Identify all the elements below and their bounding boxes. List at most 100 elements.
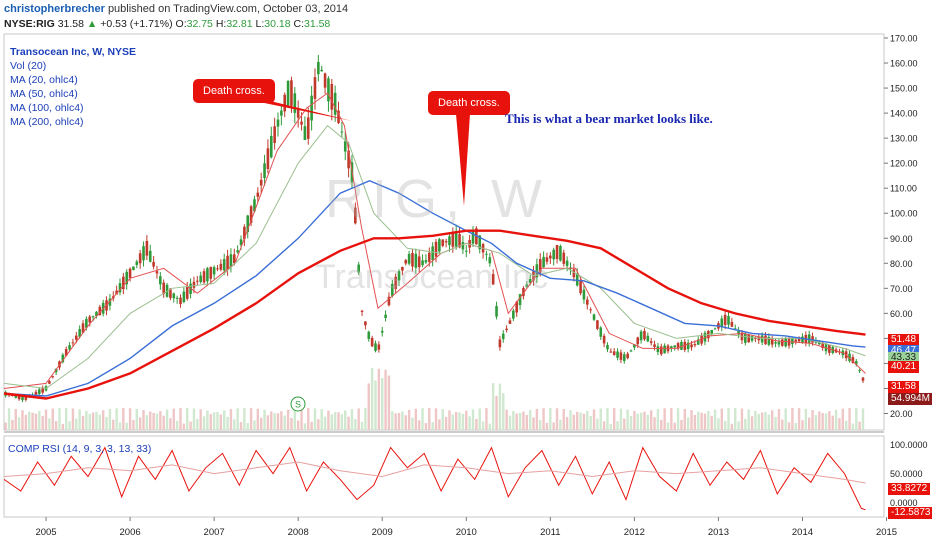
x-tick-label: 2010	[456, 527, 477, 538]
candle-body	[354, 207, 357, 224]
candle-body	[528, 279, 532, 283]
volume-bar	[411, 417, 414, 430]
split-marker-label: S	[295, 400, 301, 410]
volume-bar	[34, 413, 38, 430]
volume-bar	[256, 408, 260, 430]
open-label: O:	[175, 18, 187, 30]
volume-bar	[401, 411, 404, 430]
volume-bar	[233, 419, 236, 430]
legend-ma100[interactable]: MA (100, ohlc4)	[10, 102, 84, 114]
candle-body	[582, 289, 586, 300]
volume-bar	[394, 413, 397, 430]
candle-body	[310, 95, 313, 121]
candle-body	[495, 306, 498, 317]
volume-bar	[744, 418, 747, 430]
y-tick-label: 80.00	[890, 259, 913, 269]
volume-bar	[421, 408, 424, 430]
volume-bar	[683, 408, 687, 430]
candle-body	[461, 242, 465, 250]
candle-body	[458, 234, 461, 248]
volume-bar	[515, 413, 518, 430]
volume-bar	[350, 409, 354, 430]
candle-body	[21, 395, 24, 401]
volume-bar	[673, 422, 676, 430]
legend-ma200[interactable]: MA (200, ohlc4)	[10, 116, 84, 128]
candle-body	[152, 261, 155, 267]
candle-body	[360, 310, 364, 312]
author-link[interactable]: christopherbrecher	[4, 3, 105, 15]
volume-bar	[495, 395, 498, 430]
candle-body	[747, 334, 750, 343]
volume-bar	[186, 408, 189, 430]
candle-body	[118, 283, 122, 293]
rsi-signal-line	[3, 461, 866, 484]
candle-body	[710, 329, 713, 334]
open-value: 32.75	[186, 18, 213, 30]
candle-body	[512, 310, 515, 319]
candle-body	[283, 94, 287, 112]
candle-body	[387, 296, 391, 306]
rsi-line	[3, 446, 866, 511]
high-value: 32.81	[226, 18, 253, 30]
volume-bar	[582, 413, 586, 430]
volume-bar	[404, 415, 407, 430]
candle-body	[135, 261, 139, 266]
volume-bar	[253, 420, 256, 430]
candle-body	[88, 316, 92, 323]
legend-title[interactable]: Transocean Inc, W, NYSE	[10, 46, 137, 58]
legend-ma50[interactable]: MA (50, ohlc4)	[10, 88, 78, 100]
candle-body	[391, 283, 394, 296]
candle-body	[61, 354, 65, 363]
volume-bar	[831, 415, 834, 430]
candle-body	[290, 80, 293, 106]
volume-bar	[286, 409, 290, 430]
candle-body	[770, 339, 774, 345]
candle-body	[488, 257, 492, 264]
volume-bar	[4, 422, 7, 430]
ma50-line	[3, 124, 866, 390]
volume-bar	[17, 417, 21, 430]
candle-body	[454, 230, 458, 247]
candle-body	[575, 273, 579, 286]
candle-body	[374, 343, 377, 351]
candle-body	[438, 239, 441, 252]
volume-bar	[730, 423, 734, 430]
candle-body	[364, 321, 367, 326]
candle-body	[683, 341, 687, 350]
rsi-label[interactable]: COMP RSI (14, 9, 3, 3, 13, 33)	[8, 443, 152, 455]
volume-bar	[391, 411, 394, 430]
candle-body	[132, 266, 135, 271]
candle-body	[296, 108, 300, 118]
candle-body	[586, 299, 589, 305]
candle-body	[226, 255, 229, 270]
death-cross-callout-2[interactable]: Death cross.	[428, 91, 510, 115]
volume-bar	[377, 368, 381, 430]
volume-bar	[861, 408, 865, 430]
legend-ma20[interactable]: MA (20, ohlc4)	[10, 74, 78, 86]
candle-body	[723, 314, 727, 325]
candle-body	[159, 276, 162, 285]
candle-body	[320, 69, 324, 72]
candle-body	[41, 387, 44, 393]
candle-body	[730, 321, 734, 327]
volume-bar	[78, 409, 81, 430]
candle-body	[185, 286, 189, 299]
legend-vol[interactable]: Vol (20)	[10, 60, 47, 72]
candle-body	[243, 226, 246, 240]
candle-body	[249, 206, 253, 223]
candle-body	[411, 252, 414, 267]
volume-bar	[670, 408, 673, 430]
candle-body	[68, 345, 71, 350]
volume-bar	[471, 409, 475, 430]
volume-tag: 54.994M	[888, 393, 932, 405]
bear-market-note[interactable]: This is what a bear market looks like.	[505, 111, 713, 126]
candle-body	[609, 351, 613, 353]
volume-bar	[828, 411, 831, 430]
candle-body	[85, 318, 88, 328]
candle-body	[394, 276, 397, 289]
volume-bar	[727, 408, 730, 430]
candle-body	[858, 370, 861, 372]
volume-bar	[781, 419, 784, 430]
volume-bar	[481, 421, 485, 430]
death-cross-callout-1[interactable]: Death cross.	[193, 79, 275, 103]
